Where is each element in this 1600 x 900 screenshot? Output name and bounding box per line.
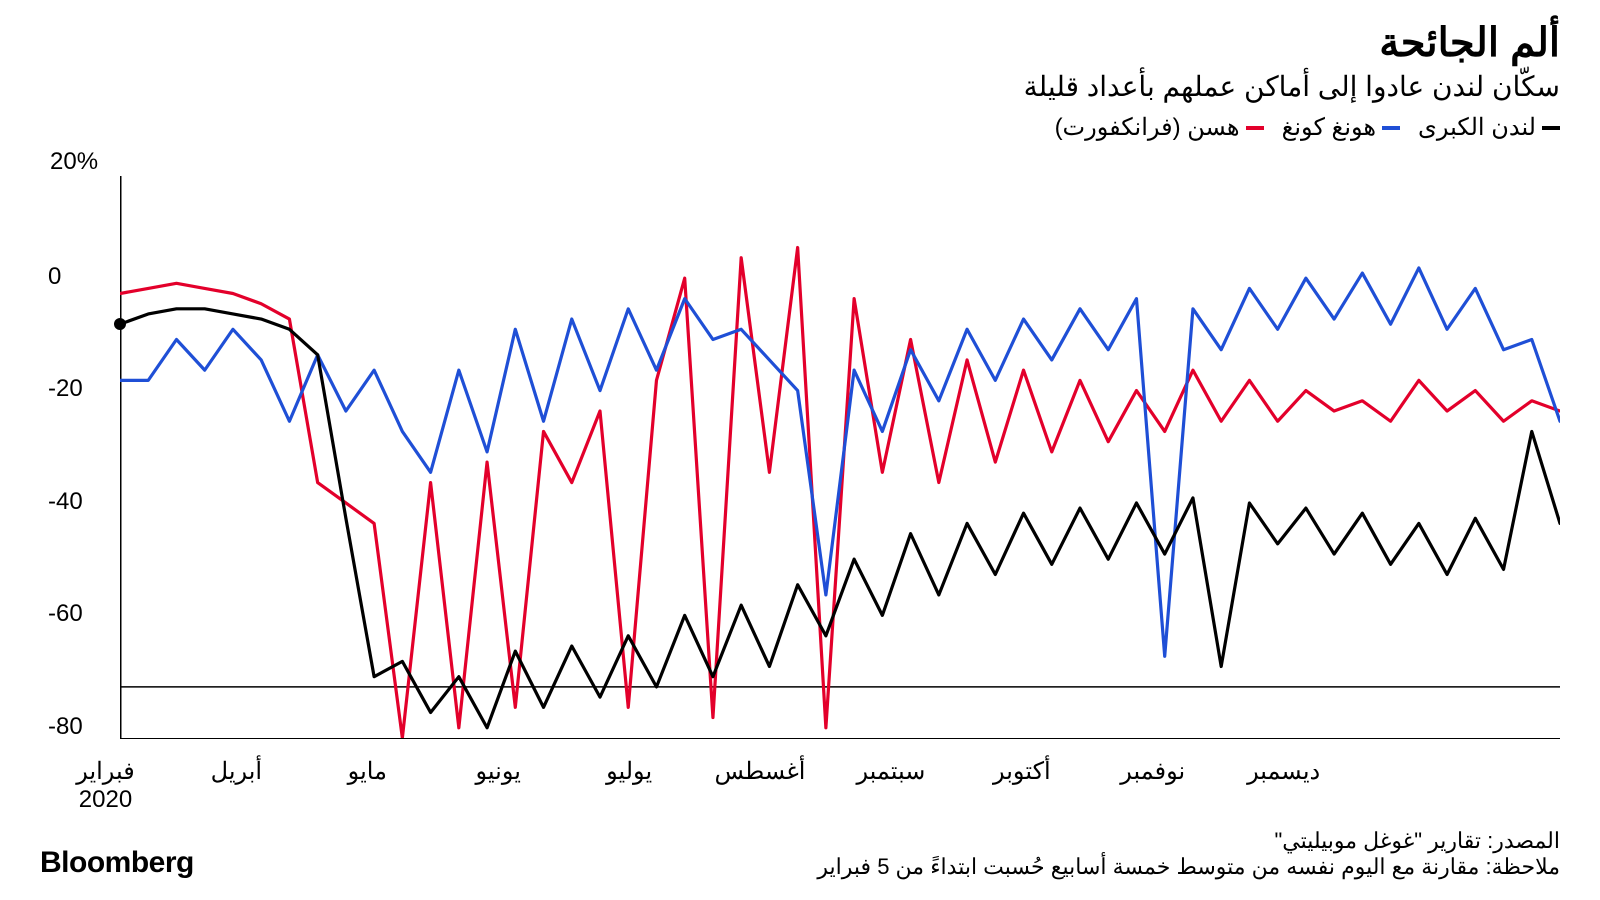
source-text: المصدر: تقارير "غوغل موبيليتي" xyxy=(817,828,1560,854)
legend-label: هونغ كونغ xyxy=(1282,113,1376,142)
footer: المصدر: تقارير "غوغل موبيليتي" ملاحظة: م… xyxy=(40,828,1560,880)
x-tick-label: نوفمبر xyxy=(1087,757,1218,814)
y-tick-label: 40- xyxy=(40,490,120,514)
x-axis: فبراير 2020أبريلمايويونيويوليوأغسطسسبتمب… xyxy=(40,739,1560,814)
chart-area: 0 20- 40- 60- 80- فبراير 2020أبريلمايويونيوي… xyxy=(40,176,1560,814)
legend-label: لندن الكبرى xyxy=(1418,113,1536,142)
y-tick-label: 60- xyxy=(40,602,120,626)
y-axis: 0 20- 40- 60- 80- xyxy=(40,176,120,739)
x-tick-label: أبريل xyxy=(171,757,302,814)
x-tick-label: سبتمبر xyxy=(825,757,956,814)
brand-logo: Bloomberg xyxy=(40,846,194,880)
legend-item: لندن الكبرى xyxy=(1418,113,1560,142)
legend: لندن الكبرى هونغ كونغ هسن (فرانكفورت) xyxy=(40,113,1560,142)
x-tick-label: فبراير 2020 xyxy=(40,757,171,814)
legend-item: هونغ كونغ xyxy=(1282,113,1400,142)
chart-container: ألم الجائحة سكّان لندن عادوا إلى أماكن ع… xyxy=(0,0,1600,900)
note-text: ملاحظة: مقارنة مع اليوم نفسه من متوسط خم… xyxy=(817,854,1560,880)
y-tick-label: 0 xyxy=(40,265,120,289)
chart-title: ألم الجائحة xyxy=(40,20,1560,66)
y-tick-label: 20- xyxy=(40,377,120,401)
footer-notes: المصدر: تقارير "غوغل موبيليتي" ملاحظة: م… xyxy=(817,828,1560,880)
x-tick-label: أكتوبر xyxy=(956,757,1087,814)
x-tick-label: يونيو xyxy=(433,757,564,814)
legend-swatch xyxy=(1246,126,1264,130)
y-tick-label: 80- xyxy=(40,715,120,739)
x-tick-label: مايو xyxy=(302,757,433,814)
legend-item: هسن (فرانكفورت) xyxy=(1055,113,1264,142)
chart-subtitle: سكّان لندن عادوا إلى أماكن عملهم بأعداد … xyxy=(40,70,1560,103)
legend-label: هسن (فرانكفورت) xyxy=(1055,113,1240,142)
x-tick-label: يوليو xyxy=(564,757,695,814)
legend-swatch xyxy=(1382,126,1400,130)
legend-swatch xyxy=(1542,126,1560,130)
x-tick-label xyxy=(1349,757,1480,814)
x-tick-label: ديسمبر xyxy=(1218,757,1349,814)
plot xyxy=(120,176,1560,739)
y-pct-label: 20% xyxy=(40,148,1560,176)
x-tick-label: أغسطس xyxy=(695,757,826,814)
line-svg xyxy=(120,176,1560,738)
